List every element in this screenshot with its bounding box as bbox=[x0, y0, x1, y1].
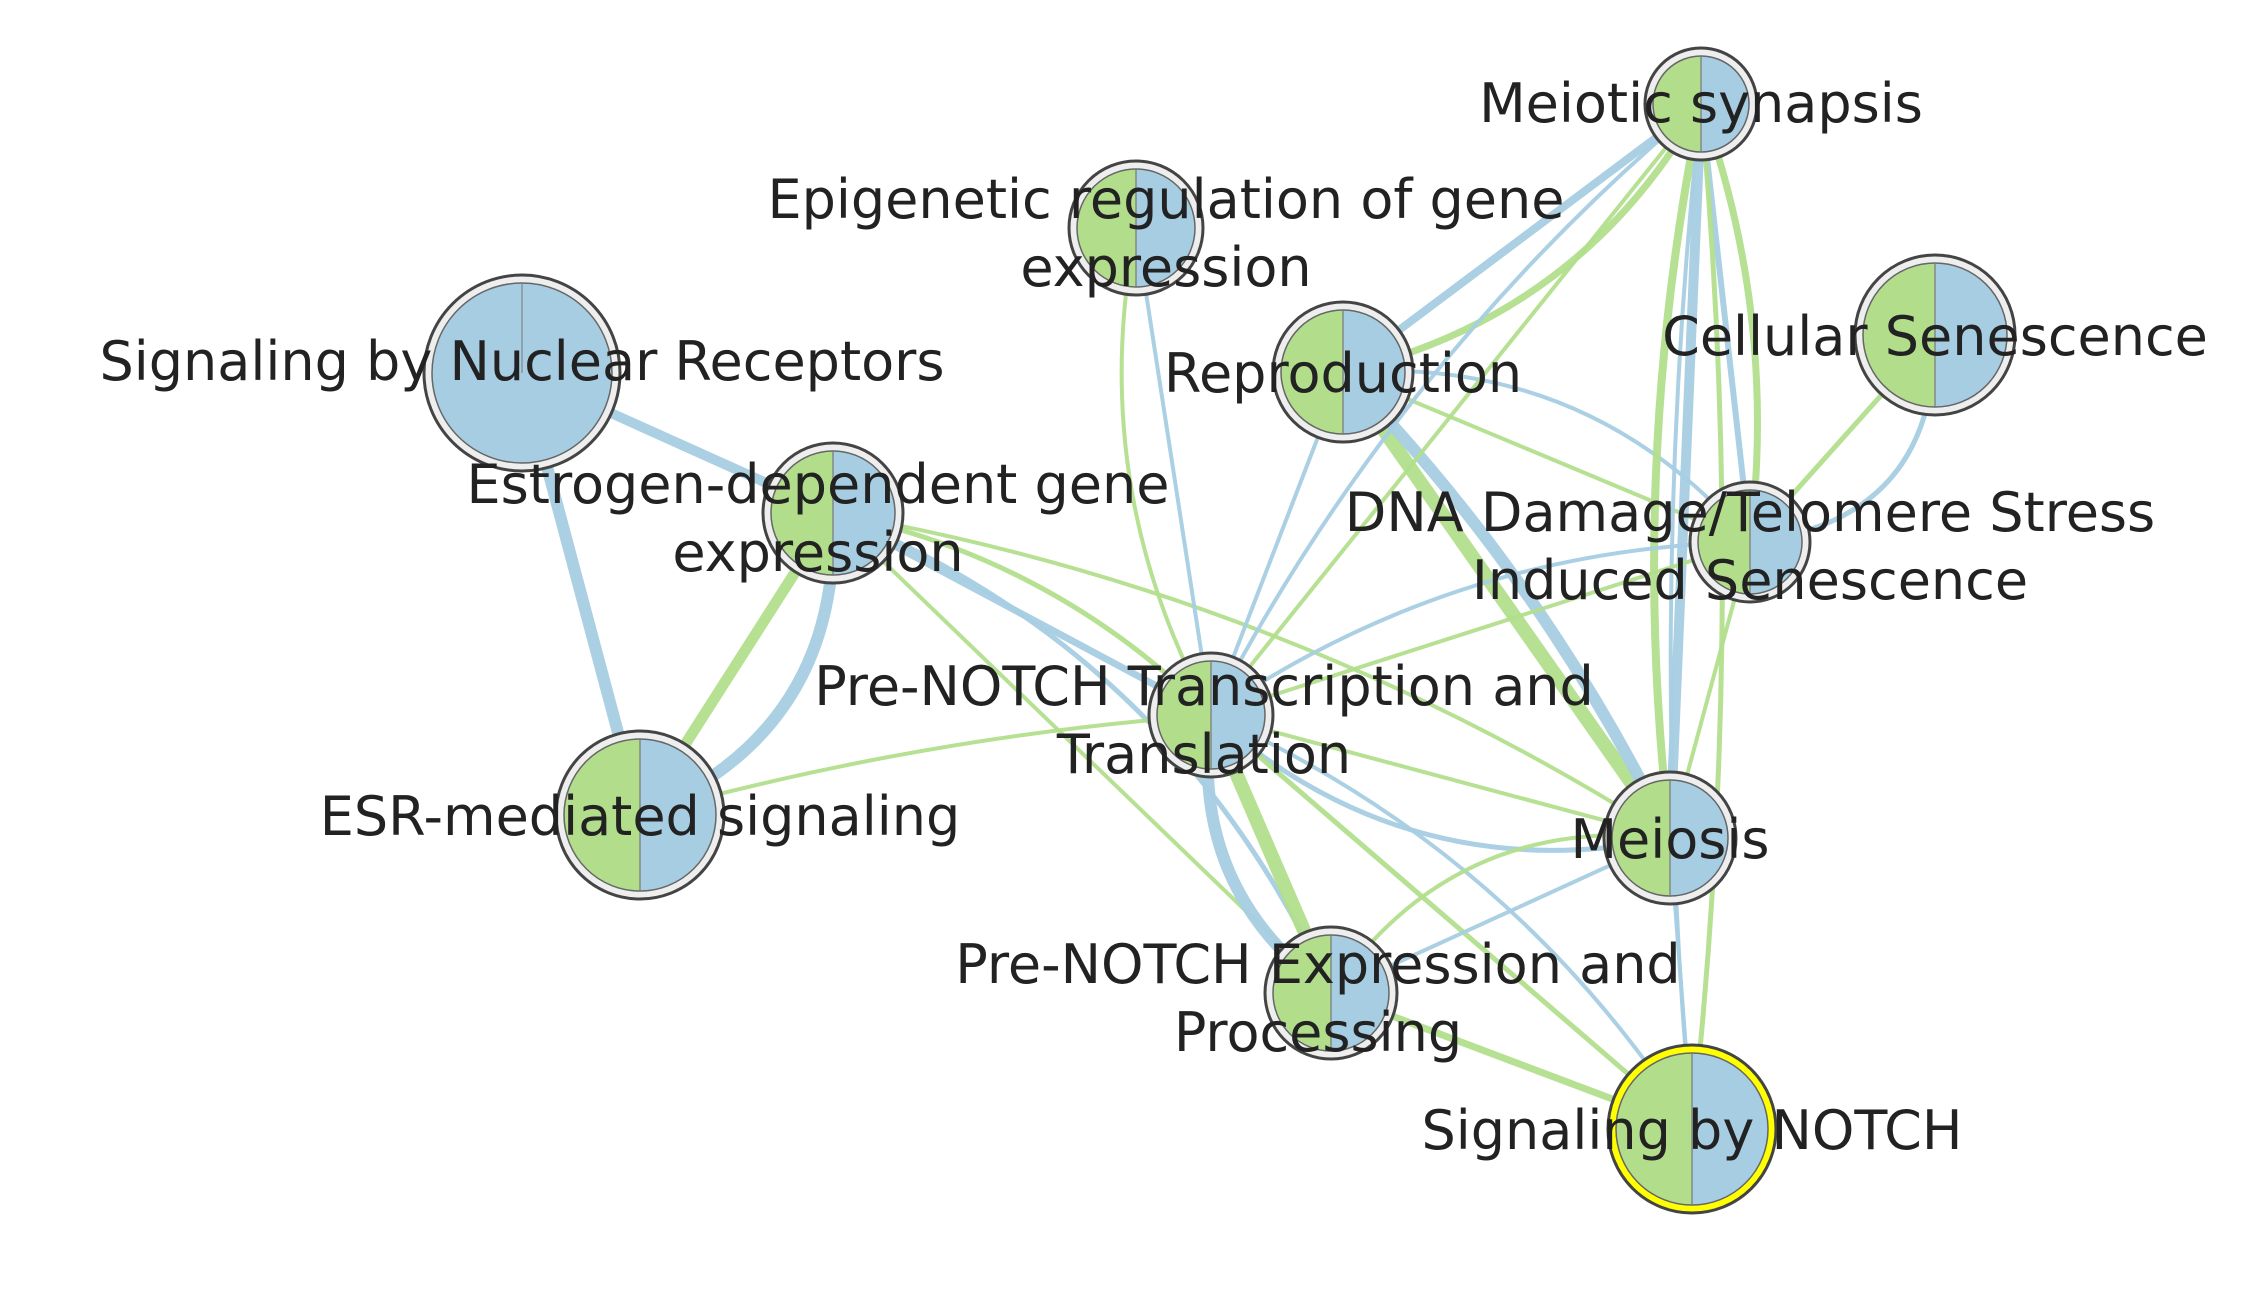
node-reproduction[interactable] bbox=[1271, 300, 1415, 444]
edge-dna-prenotch_tt-blue bbox=[1209, 540, 1752, 717]
edge-meiotic-meiosis-green bbox=[1650, 100, 1705, 842]
node-prenotch_ep-slice-green bbox=[1273, 935, 1331, 1051]
node-epigenetic-label-line: expression bbox=[1020, 236, 1311, 299]
node-notch-label-line: Signaling by NOTCH bbox=[1422, 1099, 1963, 1162]
node-meiotic-slice-green bbox=[1653, 56, 1701, 152]
node-reproduction-slice-blue bbox=[1343, 310, 1405, 434]
node-meiosis[interactable] bbox=[1602, 770, 1738, 906]
node-notch-slice-green bbox=[1616, 1053, 1692, 1205]
node-epigenetic-label-line: Epigenetic regulation of gene bbox=[768, 168, 1565, 231]
node-estrogen-slice-green bbox=[771, 451, 833, 575]
node-dna-slice-blue bbox=[1750, 490, 1802, 594]
edge-epigenetic-prenotch_tt-green bbox=[1119, 226, 1213, 717]
edge-reproduction-meiosis-green bbox=[1336, 365, 1677, 845]
node-dna-label: DNA Damage/Telomere Stress Induced Senesc… bbox=[1345, 481, 2155, 612]
node-layer bbox=[422, 46, 2017, 1215]
node-dna-label-line: DNA Damage/Telomere Stress bbox=[1345, 481, 2155, 544]
node-estrogen-slice-blue bbox=[833, 451, 895, 575]
node-prenotch_ep-label-line: Pre-NOTCH Expression and bbox=[955, 933, 1680, 996]
edge-meiotic-notch-green bbox=[1689, 101, 1725, 1132]
edge-prenotch_tt-meiosis-green bbox=[1209, 713, 1672, 840]
node-prenotch_ep[interactable] bbox=[1263, 925, 1399, 1061]
node-nuclear-label: Signaling by Nuclear Receptors bbox=[100, 330, 945, 393]
node-esr-slice-blue bbox=[640, 739, 716, 891]
node-meiosis-slice-blue bbox=[1670, 780, 1728, 896]
node-prenotch_tt-label-line: Translation bbox=[1056, 723, 1351, 786]
edge-meiotic-meiosis-blue bbox=[1665, 99, 1706, 843]
node-estrogen[interactable] bbox=[761, 441, 905, 585]
node-nuclear[interactable] bbox=[422, 273, 622, 473]
edge-epigenetic-prenotch_tt-blue bbox=[1134, 226, 1213, 717]
node-estrogen-label-line: Estrogen-dependent gene bbox=[467, 453, 1170, 516]
node-prenotch_tt-slice-blue bbox=[1211, 661, 1265, 769]
node-notch-slice-blue bbox=[1692, 1053, 1768, 1205]
node-epigenetic-label: Epigenetic regulation of gene expression bbox=[768, 168, 1565, 299]
node-reproduction-label-line: Reproduction bbox=[1164, 342, 1522, 405]
node-meiosis-slice-green bbox=[1612, 780, 1670, 896]
node-cellular[interactable] bbox=[1853, 253, 2017, 417]
node-meiotic-label: Meiotic synapsis bbox=[1479, 72, 1923, 135]
node-prenotch_tt[interactable] bbox=[1147, 651, 1275, 779]
node-cellular-slice-green bbox=[1863, 263, 1935, 407]
node-reproduction-slice-green bbox=[1281, 310, 1343, 434]
node-nuclear-label-line: Signaling by Nuclear Receptors bbox=[100, 330, 945, 393]
node-prenotch_tt-label: Pre-NOTCH Transcription and Translation bbox=[814, 655, 1594, 786]
node-epigenetic-slice-blue bbox=[1136, 169, 1195, 287]
node-dna[interactable] bbox=[1688, 480, 1812, 604]
node-esr[interactable] bbox=[554, 729, 726, 901]
node-prenotch_tt-label-line: Pre-NOTCH Transcription and bbox=[814, 655, 1594, 718]
node-esr-label-line: ESR-mediated signaling bbox=[320, 785, 961, 848]
node-prenotch_tt-slice-green bbox=[1157, 661, 1211, 769]
edge-meiotic-prenotch_tt-green bbox=[1209, 102, 1703, 717]
node-meiotic-slice-blue bbox=[1701, 56, 1749, 152]
node-dna-slice-green bbox=[1698, 490, 1750, 594]
node-reproduction-label: Reproduction bbox=[1164, 342, 1522, 405]
node-prenotch_ep-label: Pre-NOTCH Expression and Processing bbox=[955, 933, 1680, 1064]
node-epigenetic-slice-green bbox=[1077, 169, 1136, 287]
edge-dna-prenotch_tt-green bbox=[1209, 540, 1752, 717]
label-layer: Meiotic synapsis Epigenetic regulation of… bbox=[100, 72, 2208, 1162]
edge-prenotch_tt-notch-green bbox=[1208, 712, 1695, 1132]
edge-meiotic-prenotch_tt-blue bbox=[1209, 102, 1703, 717]
node-meiosis-label: Meiosis bbox=[1570, 808, 1769, 871]
node-epigenetic[interactable] bbox=[1067, 159, 1205, 297]
node-meiotic-label-line: Meiotic synapsis bbox=[1479, 72, 1923, 135]
node-prenotch_ep-label-line: Processing bbox=[1174, 1001, 1462, 1064]
edge-estrogen-meiosis-green bbox=[831, 511, 1672, 840]
node-estrogen-label: Estrogen-dependent gene expression bbox=[467, 453, 1170, 584]
node-prenotch_ep-slice-blue bbox=[1331, 935, 1389, 1051]
node-dna-label-line: Induced Senescence bbox=[1472, 549, 2028, 612]
node-esr-slice-green bbox=[564, 739, 640, 891]
node-esr-label: ESR-mediated signaling bbox=[320, 785, 961, 848]
node-meiotic[interactable] bbox=[1643, 46, 1759, 162]
edge-prenotch_tt-notch-blue bbox=[1209, 713, 1694, 1131]
edge-reproduction-meiosis-blue bbox=[1337, 366, 1676, 844]
node-meiosis-label-line: Meiosis bbox=[1570, 808, 1769, 871]
node-notch-label: Signaling by NOTCH bbox=[1422, 1099, 1963, 1162]
node-estrogen-label-line: expression bbox=[672, 521, 963, 584]
node-cellular-label: Cellular Senescence bbox=[1662, 305, 2208, 368]
node-cellular-slice-blue bbox=[1935, 263, 2007, 407]
edge-reproduction-meiotic-blue bbox=[1339, 100, 1705, 376]
node-notch[interactable] bbox=[1606, 1043, 1778, 1215]
node-cellular-label-line: Cellular Senescence bbox=[1662, 305, 2208, 368]
edge-prenotch_tt-meiosis-blue bbox=[1208, 712, 1673, 853]
